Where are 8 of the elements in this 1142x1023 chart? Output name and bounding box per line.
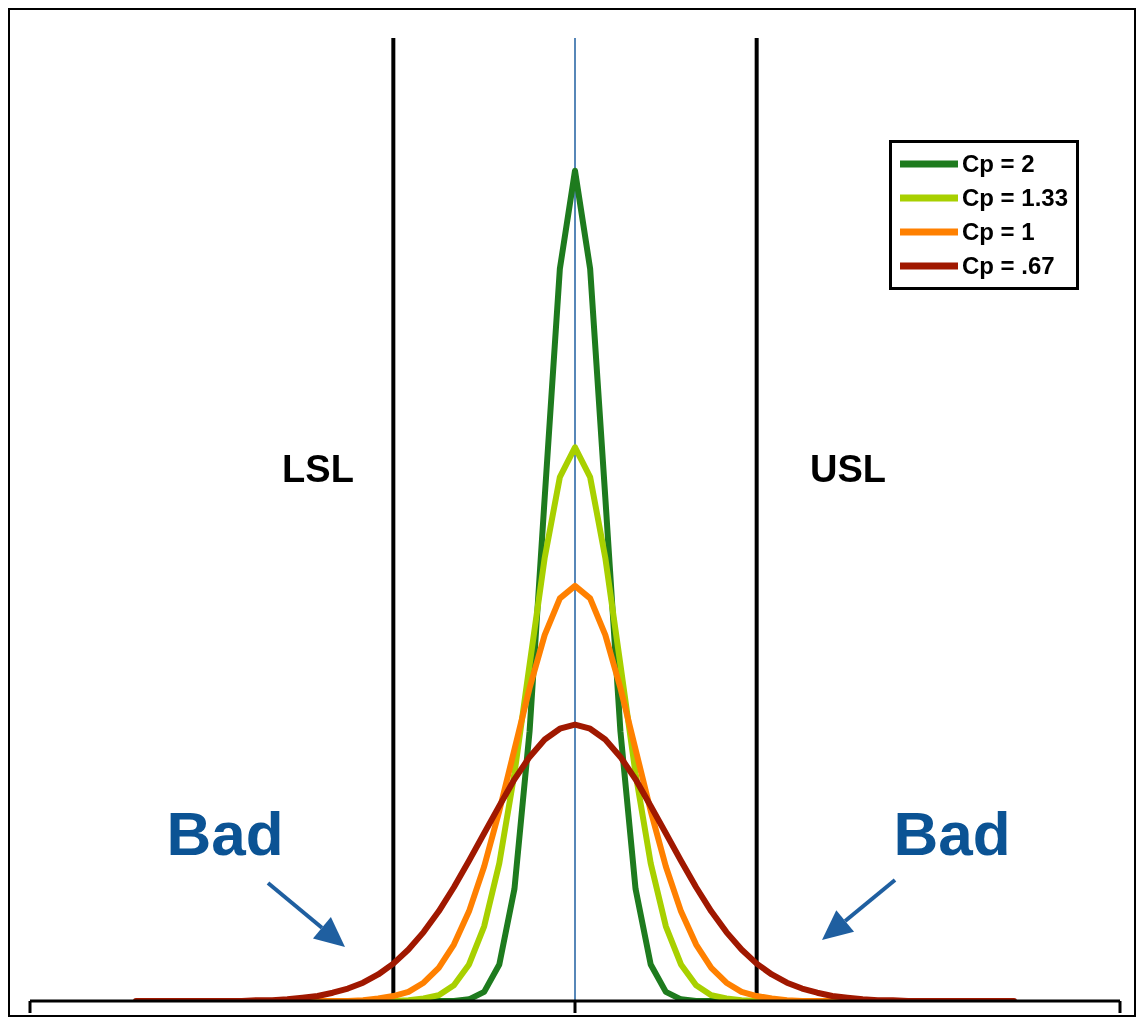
legend-label: Cp = 2: [961, 150, 1035, 178]
legend-label: Cp = .67: [961, 252, 1055, 280]
annotation: Bad: [166, 799, 284, 868]
legend-label: Cp = 1.33: [961, 184, 1068, 212]
annotation: LSL: [282, 448, 354, 490]
legend-label: Cp = 1: [961, 218, 1035, 246]
annotation: USL: [810, 448, 886, 490]
annotation: Bad: [893, 799, 1011, 868]
